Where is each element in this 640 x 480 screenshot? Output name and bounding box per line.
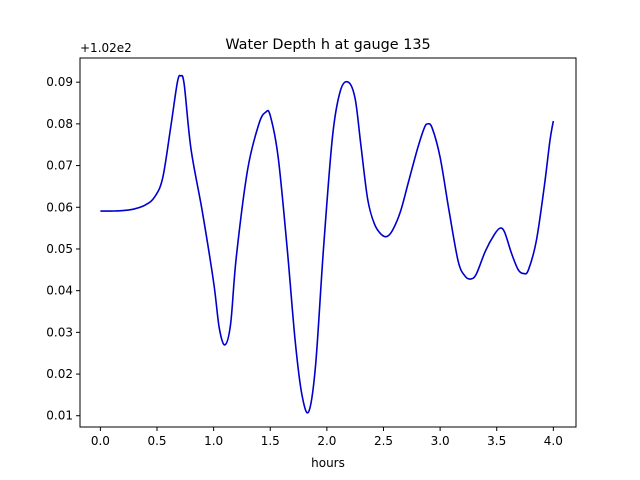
y-tick-label: 0.01 — [46, 409, 73, 423]
x-tick-label: 4.0 — [544, 434, 563, 448]
x-tick-label: 2.5 — [374, 434, 393, 448]
y-offset-label: +1.02e2 — [80, 41, 132, 55]
series-layer — [100, 74, 555, 414]
plot-frame — [79, 57, 577, 428]
y-tick-label: 0.07 — [46, 159, 73, 173]
y-tick-label: 0.05 — [46, 242, 73, 256]
x-axis-label: hours — [311, 456, 345, 470]
y-tick-label: 0.02 — [46, 367, 73, 381]
y-tick-label: 0.06 — [46, 200, 73, 214]
y-tick-label: 0.04 — [46, 284, 73, 298]
chart-title: Water Depth h at gauge 135 — [225, 37, 430, 53]
x-axis: 0.0 0.5 1.0 1.5 2.0 2.5 3.0 3.5 4.0 — [91, 427, 563, 448]
series-line — [100, 74, 555, 414]
x-tick-label: 1.5 — [261, 434, 280, 448]
y-tick-label: 0.08 — [46, 117, 73, 131]
x-tick-label: 0.5 — [147, 434, 166, 448]
x-tick-label: 3.5 — [487, 434, 506, 448]
y-tick-label: 0.03 — [46, 325, 73, 339]
x-tick-label: 0.0 — [91, 434, 110, 448]
y-axis: 0.01 0.02 0.03 0.04 0.05 0.06 0.07 0.08 0.09 — [46, 75, 80, 423]
x-tick-label: 1.0 — [204, 434, 223, 448]
x-tick-label: 2.0 — [317, 434, 336, 448]
y-tick-label: 0.09 — [46, 75, 73, 89]
x-tick-label: 3.0 — [431, 434, 450, 448]
